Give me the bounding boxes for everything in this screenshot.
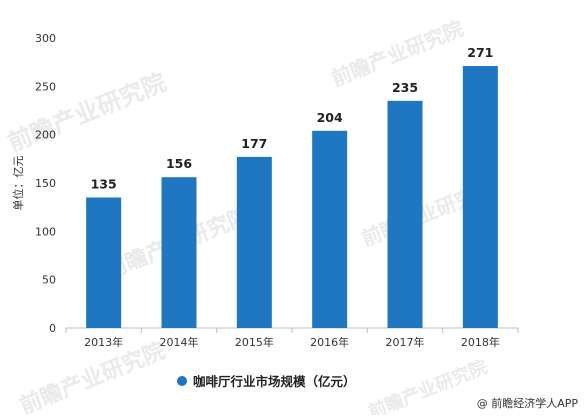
y-tick-label: 150 xyxy=(35,177,56,190)
legend-layer: 咖啡厅行业市场规模（亿元） xyxy=(177,374,356,389)
bar xyxy=(462,66,498,329)
source-credit: @ 前瞻经济学人APP xyxy=(477,396,579,410)
watermark-text: 前瞻产业研究院 xyxy=(365,356,490,415)
x-tick-label: 2018年 xyxy=(461,335,500,349)
legend-label: 咖啡厅行业市场规模（亿元） xyxy=(193,374,356,389)
labels-layer: 135 2013年 156 2014年 177 2015年 204 2016年 235 2017年… xyxy=(84,45,500,349)
y-tick-label: 250 xyxy=(35,80,56,93)
watermark-text: 前瞻产业研究院 xyxy=(16,338,169,415)
x-tick-label: 2013年 xyxy=(84,335,123,349)
bar xyxy=(86,197,122,328)
x-tick-label: 2016年 xyxy=(310,335,349,349)
bar xyxy=(312,130,348,328)
y-tick-label: 200 xyxy=(35,129,56,142)
x-tick-label: 2014年 xyxy=(160,335,199,349)
legend-marker xyxy=(177,376,187,386)
bars-layer xyxy=(86,66,498,329)
bar xyxy=(161,177,197,328)
bar-value-label: 177 xyxy=(241,136,267,151)
bar xyxy=(387,100,423,328)
x-tick-label: 2017年 xyxy=(386,335,425,349)
y-tick-label: 100 xyxy=(35,225,56,238)
watermark-text: 前瞻产业研究院 xyxy=(4,68,170,157)
y-axis-title: 单位：亿元 xyxy=(11,156,25,211)
bar-value-label: 135 xyxy=(91,177,117,192)
axes-layer: 0 50 100 150 200 250 300 单位：亿元 xyxy=(11,32,519,335)
x-tick-label: 2015年 xyxy=(235,335,274,349)
bar xyxy=(236,156,272,328)
bar-value-label: 204 xyxy=(317,110,343,125)
bar-value-label: 156 xyxy=(166,156,192,171)
bar-value-label: 271 xyxy=(467,45,493,60)
y-tick-label: 50 xyxy=(42,274,56,287)
bar-value-label: 235 xyxy=(392,80,418,95)
y-tick-label: 0 xyxy=(49,322,56,335)
y-tick-label: 300 xyxy=(35,32,56,45)
